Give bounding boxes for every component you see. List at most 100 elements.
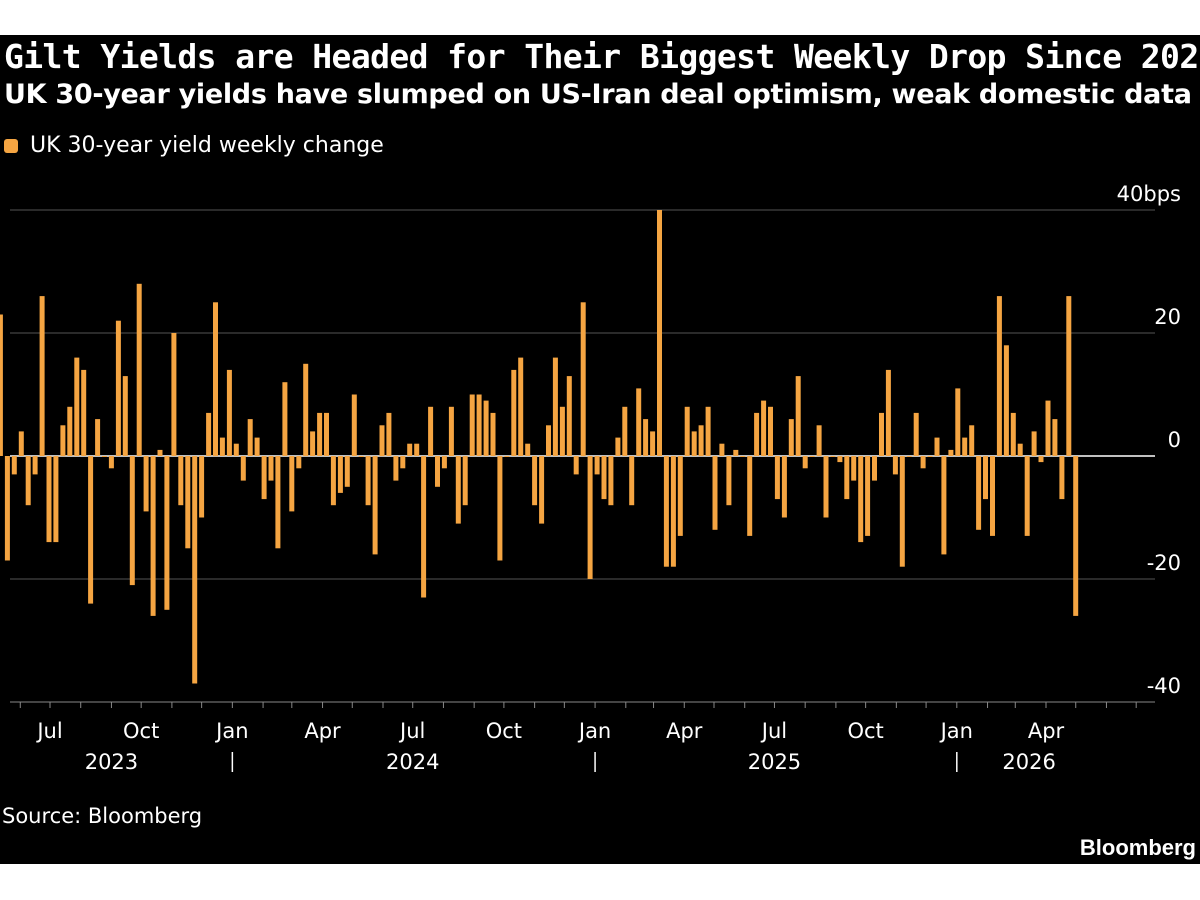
bar — [122, 376, 128, 456]
bar — [372, 456, 378, 555]
bar — [462, 456, 468, 506]
bar — [698, 425, 704, 457]
bar-chart: 40bps 20 0 -20 -40 Jul Oct Jan Apr Jul Oct Jan Apr Ju… — [0, 182, 1181, 774]
legend-label: UK 30-year yield weekly change — [30, 133, 384, 158]
bar — [351, 394, 357, 456]
bar — [761, 400, 767, 456]
bar — [185, 456, 191, 549]
bar — [1045, 400, 1051, 456]
bar — [261, 456, 267, 500]
bar — [358, 456, 364, 457]
bar — [46, 456, 52, 543]
bar — [32, 456, 38, 475]
x-tick-label: Oct — [123, 719, 159, 743]
x-tick-label: Apr — [1028, 719, 1065, 743]
bar — [865, 456, 871, 536]
x-tick-label: Apr — [304, 719, 341, 743]
bar — [25, 456, 31, 506]
bar — [296, 456, 302, 469]
bar — [983, 456, 988, 500]
bar — [157, 449, 163, 456]
y-tick-label: -40 — [1147, 674, 1181, 698]
bar — [407, 443, 413, 456]
bar — [837, 456, 843, 463]
bar — [435, 456, 440, 487]
bar — [1003, 345, 1009, 456]
bar — [303, 363, 309, 457]
y-tick-label: 0 — [1168, 428, 1181, 452]
bar — [337, 456, 343, 493]
bar — [719, 443, 725, 456]
bar — [379, 425, 385, 457]
bar — [108, 456, 114, 469]
bar — [622, 406, 628, 456]
bar — [1031, 431, 1037, 456]
bar — [490, 412, 496, 456]
bar — [892, 456, 898, 475]
bars — [0, 210, 1079, 684]
bar — [219, 437, 225, 456]
bar — [546, 425, 551, 457]
bar — [268, 456, 274, 481]
bar — [11, 456, 17, 475]
bar — [1073, 456, 1079, 616]
bar — [601, 456, 607, 500]
bar — [539, 456, 545, 524]
bar — [400, 456, 406, 469]
bar — [102, 456, 107, 457]
bar — [150, 456, 156, 616]
bar — [552, 357, 558, 456]
bar — [226, 369, 232, 456]
bar — [448, 406, 454, 456]
bar — [559, 406, 565, 456]
bar — [1017, 443, 1023, 456]
bar — [532, 456, 538, 506]
bar — [330, 456, 336, 506]
bar — [455, 456, 461, 524]
bar — [872, 456, 877, 481]
bar — [802, 456, 808, 469]
bar — [629, 456, 635, 506]
bar — [927, 456, 933, 457]
chart-frame: Gilt Yields are Headed for Their Biggest… — [0, 35, 1200, 864]
bar — [788, 419, 794, 456]
bar — [962, 437, 968, 456]
bar — [254, 437, 260, 456]
bar — [684, 406, 690, 456]
bar — [4, 456, 10, 561]
bar — [1059, 456, 1065, 500]
bar — [428, 406, 434, 456]
bar — [344, 456, 350, 487]
bar — [386, 412, 392, 456]
bar — [95, 419, 101, 456]
y-tick-label: -20 — [1147, 551, 1181, 575]
bar — [441, 456, 447, 469]
bar — [670, 456, 676, 567]
bar — [1052, 419, 1058, 456]
axes: 40bps 20 0 -20 -40 Jul Oct Jan Apr Jul Oct Jan Apr Ju… — [10, 182, 1181, 774]
y-tick-label: 20 — [1154, 305, 1181, 329]
bar — [955, 388, 961, 456]
bar — [691, 431, 697, 456]
bar — [67, 406, 73, 456]
bar — [247, 419, 253, 456]
bar — [324, 412, 329, 456]
x-tick-label: Oct — [486, 719, 522, 743]
bar — [414, 443, 420, 456]
bar — [594, 456, 600, 475]
bar — [289, 456, 295, 512]
bar — [934, 437, 940, 456]
x-tick-label: Apr — [666, 719, 703, 743]
x-tick-label: Jul — [398, 719, 425, 743]
bar — [677, 456, 683, 536]
year-label: 2023 — [85, 750, 138, 774]
x-tick-label: Jan — [214, 719, 248, 743]
bar — [275, 456, 281, 549]
bar — [941, 456, 947, 555]
bar — [365, 456, 371, 506]
source-note: Source: Bloomberg — [2, 804, 203, 828]
bar — [573, 456, 579, 475]
bar — [310, 431, 316, 456]
bar — [1038, 456, 1044, 463]
bar — [733, 449, 739, 456]
